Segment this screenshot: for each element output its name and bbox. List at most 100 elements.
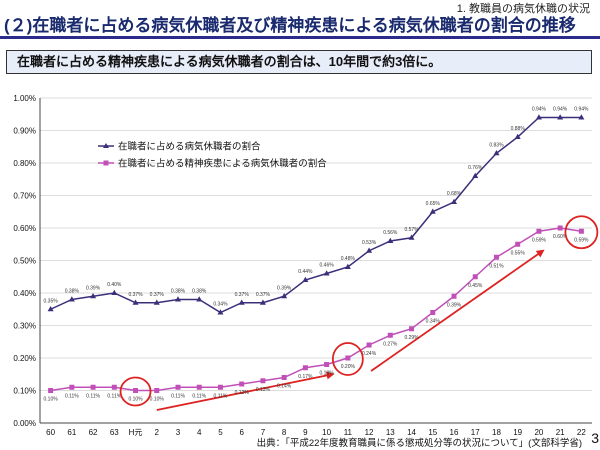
data-point: [259, 299, 266, 305]
data-point: [451, 293, 457, 299]
y-tick-label: 0.10%: [13, 387, 36, 396]
chart-grid: [40, 97, 592, 424]
y-tick-label: 0.30%: [13, 322, 36, 331]
data-label: 0.44%: [298, 269, 313, 275]
data-label: 0.76%: [468, 165, 483, 171]
data-point: [536, 228, 542, 234]
data-point: [260, 378, 266, 384]
data-label: 0.35%: [44, 298, 59, 304]
data-label: 0.46%: [320, 263, 335, 269]
data-label: 0.53%: [362, 240, 377, 246]
data-label: 0.18%: [320, 371, 335, 377]
data-point: [281, 293, 288, 299]
data-label: 0.39%: [277, 285, 292, 291]
data-point: [409, 326, 415, 332]
data-point: [578, 228, 584, 234]
data-point: [111, 289, 118, 295]
data-label: 0.65%: [426, 201, 441, 207]
x-tick-label: 19: [513, 428, 522, 437]
y-tick-label: 0.50%: [13, 257, 36, 266]
y-tick-label: 0.70%: [13, 192, 36, 201]
section-label: 1. 教職員の病気休職の状況: [456, 3, 590, 15]
x-tick-label: 13: [386, 428, 395, 437]
data-point: [515, 241, 521, 247]
x-tick-label: 8: [282, 428, 287, 437]
x-tick-label: 4: [197, 428, 202, 437]
x-tick-label: 16: [450, 428, 459, 437]
data-point: [387, 237, 394, 243]
data-label: 0.51%: [489, 263, 504, 269]
data-label: 0.94%: [553, 107, 568, 113]
data-label: 0.38%: [192, 289, 207, 295]
y-tick-label: 0.20%: [13, 354, 36, 363]
data-point: [69, 384, 75, 390]
trend-arrow: [370, 249, 545, 372]
data-label: 0.14%: [277, 384, 292, 390]
x-tick-label: 15: [428, 428, 437, 437]
data-label: 0.38%: [171, 289, 186, 295]
data-label: 0.37%: [256, 292, 271, 298]
y-tick-label: 0.00%: [13, 419, 36, 428]
trend-arrows: [156, 249, 545, 411]
data-point: [366, 247, 373, 253]
data-point: [557, 225, 563, 231]
title-divider: [0, 36, 600, 39]
data-label: 0.60%: [553, 234, 568, 240]
x-tick-label: 2: [155, 428, 160, 437]
data-point: [154, 388, 160, 393]
legend-label: 在職者に占める精神疾患による病気休職者の割合: [118, 158, 327, 170]
y-tick-label: 0.40%: [13, 289, 36, 298]
data-label: 0.37%: [128, 292, 143, 298]
data-label: 0.94%: [532, 107, 547, 113]
x-tick-label: 18: [492, 428, 501, 437]
source-citation: 出典：「平成22年度教育職員に係る懲戒処分等の状況について」(文部科学省): [256, 438, 582, 449]
x-tick-label: 61: [67, 428, 76, 437]
data-label: 0.37%: [235, 292, 250, 298]
data-label: 0.11%: [214, 393, 228, 399]
data-point: [68, 296, 75, 302]
data-point: [153, 299, 160, 305]
data-point: [324, 362, 330, 367]
y-tick-label: 1.00%: [13, 94, 36, 103]
data-label: 0.40%: [107, 282, 122, 288]
legend-label: 在職者に占める病気休職者の割合: [118, 141, 261, 153]
highlight-circles: [119, 215, 599, 407]
data-label: 0.39%: [86, 285, 101, 291]
data-label: 0.34%: [426, 319, 441, 325]
data-point: [47, 306, 54, 312]
data-point: [345, 355, 351, 361]
data-point: [578, 114, 585, 120]
page-number: 3: [591, 430, 599, 446]
x-tick-label: 60: [46, 428, 55, 437]
data-point: [408, 234, 415, 240]
data-label: 0.34%: [213, 302, 228, 308]
legend-marker: [103, 143, 109, 148]
data-label: 0.12%: [235, 390, 250, 396]
data-point: [239, 381, 245, 387]
chart-data-labels: 0.35% 0.38% 0.39% 0.40% 0.37% 0.37% 0.38% 0.38%…: [44, 107, 590, 403]
data-point: [217, 384, 223, 390]
x-tick-label: 63: [110, 428, 119, 437]
x-tick-label: 17: [471, 428, 480, 437]
data-point: [217, 309, 224, 315]
data-label: 0.24%: [362, 351, 377, 357]
x-tick-label: 3: [176, 428, 181, 437]
data-label: 0.13%: [256, 387, 271, 393]
x-tick-label: H元: [129, 428, 143, 437]
data-point: [387, 332, 393, 338]
data-point: [302, 365, 308, 371]
data-label: 0.17%: [298, 374, 313, 380]
page-title: (２)在職者に占める病気休職者及び精神疾患による病気休職者の割合の推移: [4, 16, 576, 35]
data-point: [175, 384, 181, 390]
data-point: [111, 384, 117, 390]
data-point: [472, 172, 479, 178]
data-label: 0.10%: [150, 397, 165, 403]
x-tick-label: 20: [534, 428, 543, 437]
data-label: 0.59%: [532, 237, 547, 243]
data-point: [366, 342, 372, 348]
data-label: 0.11%: [171, 393, 185, 399]
legend-marker: [103, 160, 109, 166]
data-point: [132, 299, 139, 305]
data-point: [90, 384, 96, 390]
